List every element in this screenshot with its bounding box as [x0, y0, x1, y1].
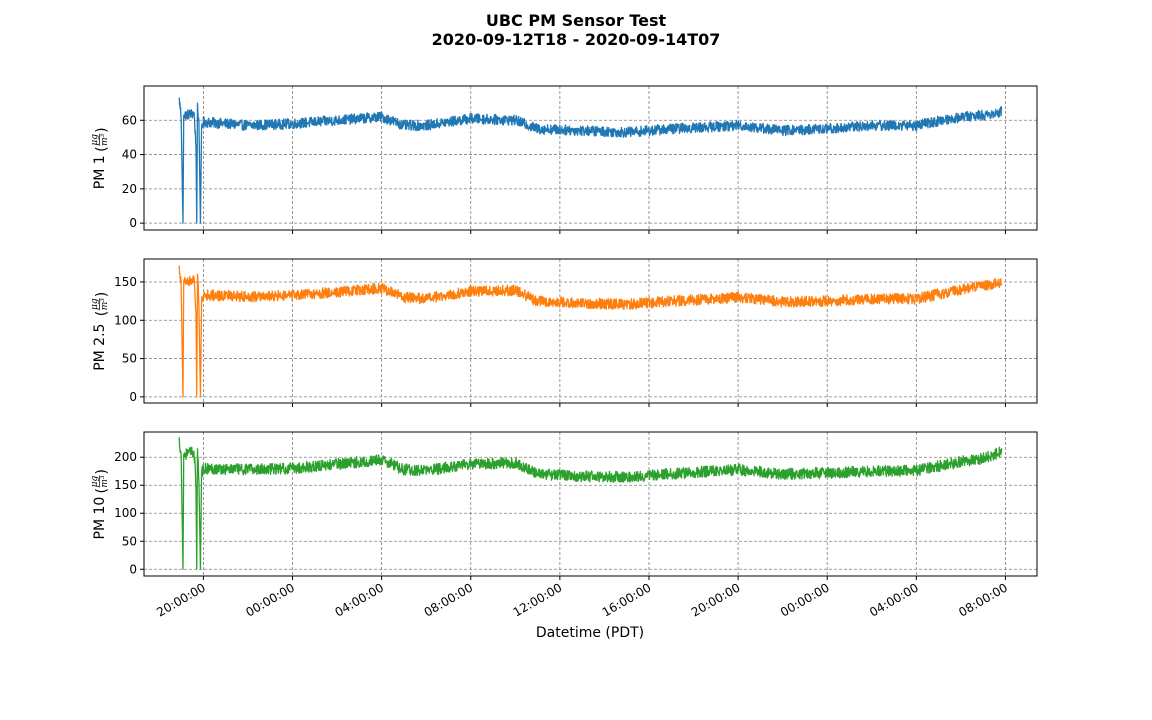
x-axis-label: Datetime (PDT)	[536, 625, 644, 641]
paren-close: )	[94, 469, 110, 474]
panel-pm10: 0 50 100 150 200 PM 10 (μg m³)	[90, 431, 1038, 580]
unit-denominator: m³	[100, 298, 110, 311]
y-tick-label: 50	[122, 352, 137, 366]
x-tick-label: 00:00:00	[243, 580, 297, 619]
x-tick-label: 12:00:00	[511, 580, 565, 619]
y-axis-label-text: PM 2.5	[92, 324, 108, 371]
paren-open: (	[94, 146, 110, 151]
x-axis: 20:00:00 00:00:00 04:00:00 08:00:00 12:00:00…	[154, 580, 1010, 619]
y-tick-label: 40	[122, 148, 137, 162]
x-tick-label: 20:00:00	[689, 580, 743, 619]
unit-numerator: μg	[90, 475, 100, 487]
y-tick-label: 0	[129, 390, 137, 404]
y-tick-label: 50	[122, 534, 137, 548]
paren-close: )	[94, 127, 110, 132]
x-tick-label: 04:00:00	[867, 580, 921, 619]
y-axis-label-pm10: PM 10 (μg m³)	[90, 469, 110, 539]
unit-numerator: μg	[90, 134, 100, 146]
y-tick-label: 100	[114, 313, 137, 327]
x-tick-label: 08:00:00	[956, 580, 1010, 619]
x-tick-label: 00:00:00	[778, 580, 832, 619]
y-axis-label-pm25: PM 2.5 (μg m³)	[90, 292, 110, 371]
chart-subtitle: 2020-09-12T18 - 2020-09-14T07	[432, 30, 721, 49]
y-tick-label: 20	[122, 182, 137, 196]
x-tick-label: 08:00:00	[422, 580, 476, 619]
series-line-pm10	[178, 437, 1003, 570]
unit-denominator: m³	[100, 133, 110, 146]
axes-frame	[143, 85, 1038, 231]
y-tick-label: 100	[114, 506, 137, 520]
x-tick-label: 16:00:00	[600, 580, 654, 619]
y-tick-label: 150	[114, 478, 137, 492]
unit-denominator: m³	[100, 475, 110, 488]
paren-close: )	[94, 292, 110, 297]
paren-open: (	[94, 311, 110, 316]
y-axis-label-text: PM 10	[92, 497, 108, 540]
panel-pm25: 0 50 100 150 PM 2.5 (μg m³)	[90, 258, 1038, 407]
series-line-pm1	[178, 97, 1003, 224]
y-tick-label: 0	[129, 216, 137, 230]
y-axis-label-pm1: PM 1 (μg m³)	[90, 127, 110, 189]
series-line-pm25	[178, 265, 1003, 398]
y-axis-label-text: PM 1	[92, 155, 108, 189]
y-tick-label: 60	[122, 113, 137, 127]
axes-frame	[143, 258, 1038, 404]
x-tick-label: 20:00:00	[154, 580, 208, 619]
axes-frame	[143, 431, 1038, 577]
y-tick-label: 0	[129, 562, 137, 576]
panel-pm1: 0 20 40 60 PM 1 (μg m³)	[90, 85, 1038, 234]
paren-open: (	[94, 488, 110, 493]
x-tick-label: 04:00:00	[332, 580, 386, 619]
y-tick-label: 150	[114, 275, 137, 289]
chart-title: UBC PM Sensor Test	[486, 11, 667, 30]
unit-numerator: μg	[90, 298, 100, 310]
y-tick-label: 200	[114, 450, 137, 464]
